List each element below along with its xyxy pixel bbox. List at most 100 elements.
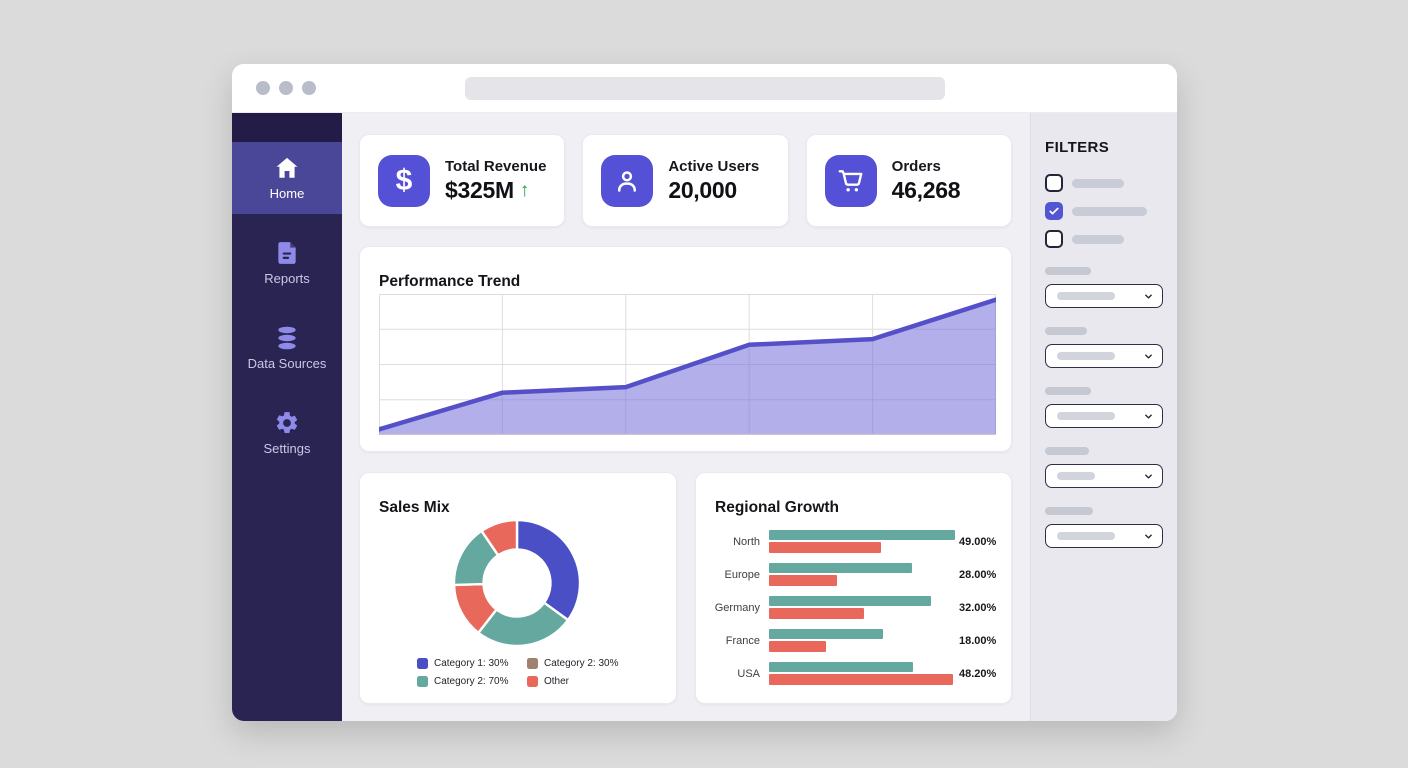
legend-label: Other (544, 675, 570, 687)
home-icon (274, 155, 300, 181)
kpi-label: Total Revenue (445, 157, 547, 175)
donut-slice-coral-top (480, 518, 519, 557)
kpi-card-orders: Orders 46,268 (805, 134, 1012, 227)
bar-teal (769, 530, 956, 540)
dropdown-value-placeholder (1057, 532, 1115, 540)
filter-dropdown-select[interactable] (1045, 404, 1163, 428)
dropdown-label-placeholder (1045, 507, 1093, 515)
bar-pair (769, 662, 959, 685)
bar-teal (769, 662, 914, 672)
chevron-down-icon (1143, 471, 1154, 482)
bar-group-north: North 49.00% (710, 530, 996, 553)
window-control-dot[interactable] (256, 81, 270, 95)
bar-coral (769, 542, 882, 553)
filter-dropdown-group (1045, 507, 1177, 548)
sales-mix-donut-chart (447, 513, 587, 658)
regional-growth-title: Regional Growth (715, 498, 839, 516)
kpi-label: Active Users (668, 157, 760, 175)
filter-dropdown-select[interactable] (1045, 524, 1163, 548)
checkbox-unchecked[interactable] (1045, 174, 1063, 192)
dollar-icon: $ (395, 163, 413, 197)
legend-label: Category 2: 30% (544, 657, 619, 669)
donut-slice-indigo (515, 518, 582, 622)
sidebar-item-settings[interactable]: Settings (232, 397, 342, 469)
donut-chart-svg (452, 518, 582, 648)
sidebar-item-data-sources[interactable]: Data Sources (232, 312, 342, 384)
database-icon (274, 325, 300, 351)
sales-mix-card: Sales Mix Category 1: 30% Category 2: 30%… (359, 472, 677, 704)
filter-dropdown-group (1045, 267, 1177, 308)
filter-dropdown-select[interactable] (1045, 464, 1163, 488)
sidebar-item-label: Reports (264, 271, 310, 286)
address-bar[interactable] (464, 77, 945, 100)
filter-dropdown-group (1045, 267, 1177, 548)
checkbox-checked[interactable] (1045, 202, 1063, 220)
window-titlebar (232, 64, 1177, 113)
chevron-down-icon (1143, 351, 1154, 362)
legend-swatch (417, 675, 428, 687)
filter-dropdown-group (1045, 387, 1177, 428)
filter-checkbox-row (1045, 174, 1177, 192)
bar-value-label: 48.20% (959, 667, 997, 680)
filter-label-placeholder (1072, 178, 1124, 188)
sidebar-item-label: Settings (263, 441, 311, 456)
sidebar: Home Reports Data Sources Settings (232, 113, 342, 721)
filter-dropdown-select[interactable] (1045, 284, 1163, 308)
kpi-row: $ Total Revenue $325M ↑ Active Users 20,000 Or… (359, 134, 1012, 227)
performance-trend-title: Performance Trend (379, 272, 521, 290)
legend-swatch (417, 657, 428, 669)
sidebar-nav: Home Reports Data Sources Settings (232, 142, 342, 469)
filter-dropdown-select[interactable] (1045, 344, 1163, 368)
legend-item: Other (527, 675, 667, 687)
kpi-value-row: 46,268 (892, 177, 961, 204)
window-controls (256, 81, 316, 95)
regional-growth-card: Regional Growth North 49.00% Europe 28.00% G… (695, 472, 1012, 704)
kpi-value: $325M (445, 176, 514, 203)
filter-dropdown-group (1045, 447, 1177, 488)
window-control-dot[interactable] (302, 81, 316, 95)
dropdown-value-placeholder (1057, 472, 1095, 480)
bar-value-label: 32.00% (959, 601, 997, 614)
cart-icon (824, 154, 877, 207)
performance-trend-card: Performance Trend (359, 246, 1012, 452)
trend-up-icon: ↑ (519, 179, 530, 201)
bar-pair (769, 629, 959, 652)
bar-value-label: 28.00% (959, 568, 997, 581)
bar-coral (769, 674, 954, 685)
area-chart-line (376, 297, 999, 432)
kpi-label: Orders (891, 157, 941, 175)
bar-category-label: USA (737, 667, 760, 680)
sidebar-item-home[interactable]: Home (232, 142, 342, 214)
dropdown-value-placeholder (1057, 412, 1115, 420)
bar-coral (769, 641, 826, 652)
chevron-down-icon (1143, 531, 1154, 542)
kpi-text: Total Revenue $325M ↑ (445, 158, 546, 204)
bar-value-label: 49.00% (959, 535, 997, 548)
filter-label-placeholder (1072, 234, 1124, 244)
sidebar-top-strip (232, 113, 342, 142)
bar-category-label: Europe (724, 568, 760, 581)
bar-pair (769, 530, 959, 553)
window-control-dot[interactable] (279, 81, 293, 95)
legend-label: Category 1: 30% (434, 657, 509, 669)
bar-pair (769, 563, 959, 586)
filter-checkbox-row (1045, 230, 1177, 248)
bar-teal (769, 596, 931, 606)
filter-checkbox-row (1045, 202, 1177, 220)
filter-checkbox-group (1045, 174, 1177, 248)
bar-teal (769, 563, 912, 573)
sidebar-item-label: Home (269, 186, 305, 201)
kpi-card-active-users: Active Users 20,000 (582, 134, 789, 227)
filters-title: FILTERS (1045, 139, 1110, 156)
bar-teal (769, 629, 883, 639)
dropdown-value-placeholder (1057, 352, 1115, 360)
checkbox-unchecked[interactable] (1045, 230, 1063, 248)
gear-icon (274, 410, 300, 436)
sales-mix-legend: Category 1: 30% Category 2: 30% Category 2… (417, 654, 667, 690)
kpi-card-total-revenue: $ Total Revenue $325M ↑ (359, 134, 566, 227)
legend-label: Category 2: 70% (434, 675, 509, 687)
performance-trend-chart (376, 294, 999, 440)
dropdown-label-placeholder (1045, 447, 1089, 455)
sidebar-item-reports[interactable]: Reports (232, 227, 342, 299)
legend-item: Category 2: 30% (527, 657, 667, 669)
